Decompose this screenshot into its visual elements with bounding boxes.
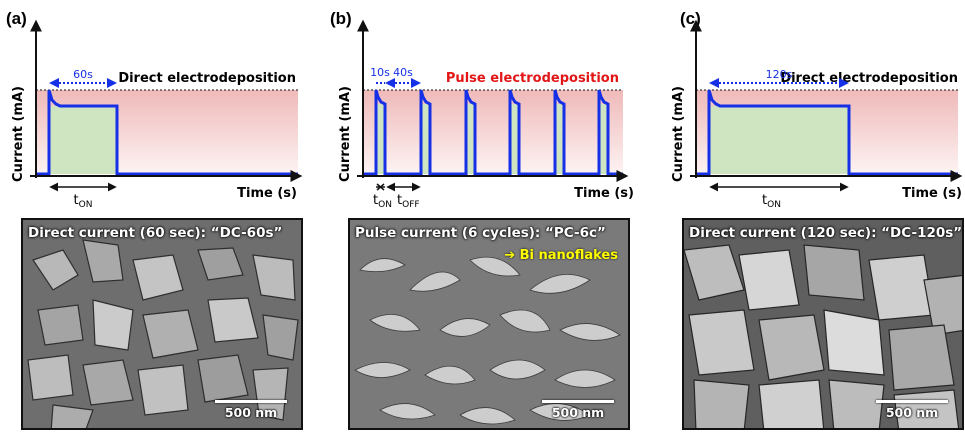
panel-b-pulse-fills <box>376 104 608 174</box>
sem-image-b: Pulse current (6 cycles): “PC-6c” ➔ Bi n… <box>348 218 630 430</box>
sem-a-texture <box>23 220 301 428</box>
panel-b-ylabel: Current (mA) <box>338 86 353 182</box>
panel-c-mode-label: Direct electrodeposition <box>780 71 958 86</box>
sem-b-scalebar: 500 nm <box>542 400 614 420</box>
panel-b-on-interval-label: 10s <box>370 66 390 79</box>
panel-a-ylabel: Current (mA) <box>11 86 26 182</box>
sem-a-title: Direct current (60 sec): “DC-60s” <box>28 225 283 241</box>
sem-image-a: Direct current (60 sec): “DC-60s” 500 nm <box>21 218 303 430</box>
sem-b-scale-label: 500 nm <box>551 405 605 420</box>
sem-b-note: ➔ Bi nanoflakes <box>504 248 618 263</box>
sem-c-scalebar: 500 nm <box>876 400 948 420</box>
panel-a-ton-label: tON <box>74 193 93 210</box>
panel-a-interval-label: 60s <box>73 68 93 81</box>
panel-c-ton-label: tON <box>762 193 781 210</box>
panel-c-diagram: (c) Current (mA) Time (s) Direct electro… <box>671 9 963 210</box>
panel-c-interval-label: 120s <box>766 68 793 81</box>
panel-a-xlabel: Time (s) <box>237 186 297 201</box>
panel-b-off-interval-label: 40s <box>393 66 413 79</box>
panel-a-letter: (a) <box>6 9 27 28</box>
sem-b-title: Pulse current (6 cycles): “PC-6c” <box>355 225 606 241</box>
panel-a-mode-label: Direct electrodeposition <box>118 71 296 86</box>
panel-b-ton-label: tON <box>373 193 392 210</box>
panel-b-xlabel: Time (s) <box>574 186 634 201</box>
panel-b-ton-tick <box>376 183 385 191</box>
panel-b-bath-region <box>363 90 623 174</box>
sem-c-scalebar-line <box>876 400 948 403</box>
panel-a-on-fill <box>49 106 117 174</box>
panel-b-diagram: (b) Current (mA) Time (s) Pulse electrod… <box>330 9 634 210</box>
panel-c-letter: (c) <box>680 9 701 28</box>
panel-a-current-trace <box>36 89 298 176</box>
panel-a-diagram: (a) Current (mA) Time (s) Direct electro… <box>6 9 303 210</box>
sem-b-scalebar-line <box>542 400 614 403</box>
sem-a-scale-label: 500 nm <box>224 405 278 420</box>
panel-b-current-trace <box>363 89 623 176</box>
panel-c-current-trace <box>696 89 958 176</box>
panel-c-ylabel: Current (mA) <box>671 86 686 182</box>
sem-a-scalebar-line <box>215 400 287 403</box>
sem-b-texture <box>350 220 628 428</box>
schematics: (a) Current (mA) Time (s) Direct electro… <box>6 9 963 210</box>
sem-c-texture <box>684 220 962 428</box>
sem-c-scale-label: 500 nm <box>885 405 939 420</box>
sem-image-c: Direct current (120 sec): “DC-120s” 500 … <box>682 218 964 430</box>
sem-c-title: Direct current (120 sec): “DC-120s” <box>689 225 963 241</box>
panel-b-toff-label: tOFF <box>397 193 420 210</box>
panel-b-mode-label: Pulse electrodeposition <box>446 71 619 86</box>
panel-c-xlabel: Time (s) <box>902 186 962 201</box>
panel-b-letter: (b) <box>330 9 352 28</box>
sem-a-scalebar: 500 nm <box>215 400 287 420</box>
panel-c-on-fill <box>709 106 849 174</box>
